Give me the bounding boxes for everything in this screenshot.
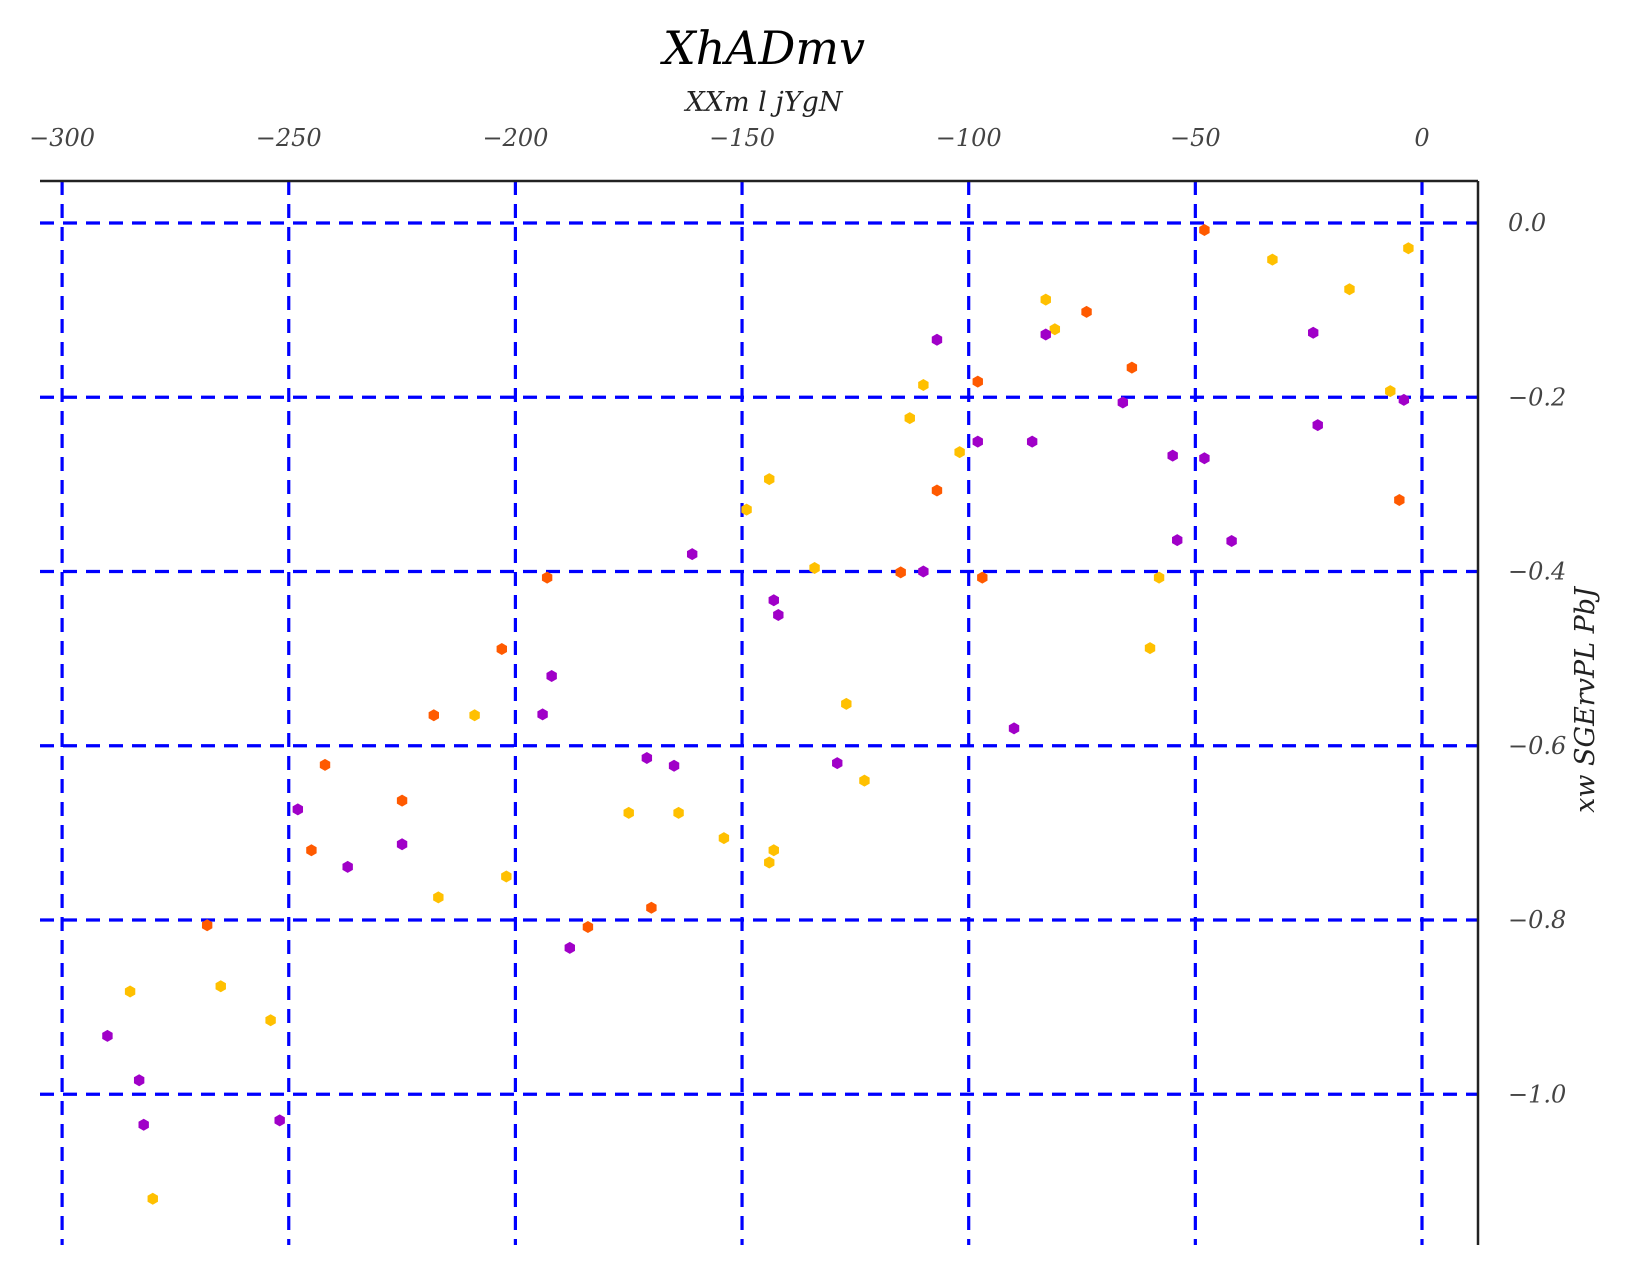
scatter-point <box>274 1114 285 1127</box>
scatter-point <box>564 941 575 954</box>
scatter-point <box>1344 283 1355 296</box>
scatter-point <box>433 891 444 904</box>
scatter-point <box>1172 534 1183 547</box>
scatter-point <box>623 806 634 819</box>
grid <box>40 181 1478 1245</box>
axes-spines <box>40 179 1480 1245</box>
scatter-point <box>319 758 331 771</box>
scatter-point <box>918 379 929 392</box>
scatter-point <box>147 1192 158 1205</box>
scatter-point <box>215 980 226 993</box>
scatter-point <box>496 643 507 656</box>
scatter-point <box>931 333 943 346</box>
scatter-point <box>292 803 304 816</box>
x-tick-label: −250 <box>256 124 322 152</box>
scatter-point <box>918 565 929 578</box>
scatter-point <box>904 412 915 425</box>
x-tick-labels: −300 −250 −200 −150 −100 −50 0 <box>29 124 1430 152</box>
scatter-point <box>1167 449 1178 462</box>
scatter-point <box>265 1014 276 1027</box>
scatter-point <box>1398 393 1410 406</box>
scatter-point <box>673 806 684 819</box>
scatter-point <box>1403 242 1414 255</box>
scatter-point <box>895 566 906 579</box>
scatter-point <box>1040 293 1051 306</box>
scatter-point <box>741 503 752 516</box>
scatter-point <box>641 751 653 764</box>
scatter-point <box>1267 253 1278 266</box>
scatter-point <box>1308 326 1319 339</box>
scatter-point <box>1144 642 1156 655</box>
scatter-point <box>1126 361 1138 374</box>
scatter-point <box>541 571 553 584</box>
scatter-point <box>972 375 983 388</box>
scatter-point <box>1312 419 1323 432</box>
y-tick-label: −0.6 <box>1508 732 1566 760</box>
x-tick-label: −200 <box>482 124 548 152</box>
scatter-point <box>1226 535 1237 548</box>
x-axis-label: XXm l jYgN <box>684 87 844 118</box>
y-axis-label: xw SGErvPL PbJ <box>1570 585 1601 813</box>
scatter-point <box>646 901 657 914</box>
scatter-point <box>537 708 548 721</box>
scatter-point <box>931 484 943 497</box>
x-tick-label: −100 <box>936 124 1002 152</box>
scatter-point <box>546 670 557 683</box>
data-points <box>102 223 1414 1205</box>
scatter-point <box>859 774 870 787</box>
scatter-point <box>954 446 965 459</box>
scatter-point <box>501 870 512 883</box>
y-tick-label: −0.4 <box>1508 558 1566 586</box>
x-tick-label: 0 <box>1414 124 1429 152</box>
scatter-point <box>138 1118 149 1131</box>
scatter-point <box>124 985 136 998</box>
scatter-point <box>1081 305 1092 318</box>
scatter-point <box>1394 494 1405 507</box>
scatter-point <box>768 844 779 857</box>
y-tick-label: 0.0 <box>1508 209 1546 237</box>
x-tick-label: −150 <box>709 124 775 152</box>
scatter-point <box>133 1074 145 1087</box>
scatter-point <box>1385 385 1396 398</box>
scatter-point <box>428 709 439 722</box>
scatter-point <box>773 609 784 622</box>
y-tick-label: −1.0 <box>1508 1080 1566 1108</box>
scatter-point <box>841 697 852 710</box>
scatter-point <box>1199 452 1210 465</box>
scatter-point <box>1049 323 1061 336</box>
scatter-point <box>668 759 680 772</box>
scatter-point <box>686 548 698 561</box>
chart-title: XhADmv <box>660 21 865 75</box>
scatter-point <box>1040 328 1051 341</box>
scatter-point <box>342 860 353 873</box>
x-tick-label: −50 <box>1170 124 1221 152</box>
scatter-point <box>768 594 779 607</box>
scatter-point <box>977 571 988 584</box>
scatter-point <box>1199 223 1210 236</box>
scatter-point <box>201 919 213 932</box>
scatter-point <box>1026 435 1038 448</box>
scatter-point <box>306 844 317 857</box>
scatter-point <box>764 473 775 486</box>
y-tick-label: −0.2 <box>1508 383 1566 411</box>
scatter-point <box>1117 396 1129 409</box>
scatter-point <box>718 832 730 845</box>
scatter-point <box>832 757 843 770</box>
scatter-point <box>396 838 408 851</box>
scatter-point <box>396 794 408 807</box>
y-tick-labels: 0.0 −0.2 −0.4 −0.6 −0.8 −1.0 <box>1508 209 1566 1108</box>
scatter-point <box>809 562 820 575</box>
scatter-point <box>102 1029 113 1042</box>
scatter-point <box>764 856 775 869</box>
scatter-point <box>582 920 594 933</box>
x-tick-label: −300 <box>29 124 95 152</box>
scatter-point <box>972 435 983 448</box>
scatter-point <box>469 709 480 722</box>
scatter-point <box>1008 722 1020 735</box>
scatter-point <box>1153 571 1165 584</box>
y-tick-label: −0.8 <box>1508 906 1566 934</box>
